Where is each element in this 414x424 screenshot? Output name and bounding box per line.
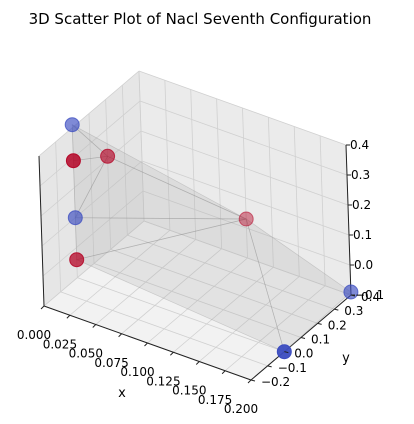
x-tick-label: 0.175 [198, 393, 232, 407]
x-tick-label: 0.200 [224, 402, 258, 416]
y-tick-label: 0.0 [294, 347, 313, 361]
y-tick-label: 0.2 [328, 318, 347, 332]
gridline [139, 100, 348, 176]
y-axis-label: y [342, 351, 350, 366]
gridline [216, 98, 223, 249]
x-tick-mark [144, 342, 148, 347]
gridline [190, 89, 197, 240]
gridline [143, 220, 352, 296]
gridline [142, 190, 351, 266]
gridline [319, 135, 326, 286]
x-tick-mark [118, 333, 122, 338]
y-tick-label: −0.2 [261, 375, 290, 389]
gridline [77, 277, 285, 353]
x-tick-mark [92, 324, 97, 328]
gridline [141, 160, 350, 236]
gridline [60, 291, 268, 367]
chart-title: 3D Scatter Plot of Nacl Seventh Configur… [29, 10, 372, 28]
z-tick-label: 0.2 [352, 198, 371, 212]
z-tick-label: 0.0 [354, 258, 373, 272]
x-tick-mark [66, 314, 71, 319]
z-tick-label: 0.1 [353, 228, 372, 242]
z-tick-label: 0.3 [351, 168, 370, 182]
x-tick-mark [195, 361, 200, 365]
gridline [138, 70, 347, 146]
gridline [40, 130, 142, 217]
gridline [267, 117, 274, 268]
gridline [55, 141, 62, 292]
data-points [64, 117, 359, 360]
x-tick-mark [221, 370, 226, 375]
data-point [276, 344, 292, 360]
gridline [127, 234, 335, 310]
x-tick-label: 0.125 [146, 374, 180, 388]
gridline [42, 190, 144, 277]
x-tick-mark [170, 351, 174, 356]
surface-facet [75, 218, 285, 353]
x-tick-mark [247, 379, 252, 384]
gridline [138, 70, 145, 222]
gridline [242, 107, 248, 259]
y-tick-label: 0.1 [311, 333, 330, 347]
x-tick-label: 0.100 [120, 365, 154, 379]
surface-facet [74, 217, 247, 261]
x-tick-label: 0.075 [94, 356, 128, 370]
z-tick-label: −0.1 [355, 288, 384, 302]
gridline [110, 248, 318, 324]
y-tick-label: 0.4 [361, 290, 380, 304]
gridline [293, 126, 300, 277]
surface-facet [74, 155, 247, 220]
x-tick-label: 0.025 [43, 337, 77, 351]
gridline [121, 85, 128, 236]
z-axis-line-left [38, 155, 45, 307]
data-point [65, 153, 81, 169]
y-tick-label: −0.1 [278, 361, 307, 375]
y-tick-mark [284, 351, 289, 354]
data-point [100, 148, 116, 164]
gridline [88, 113, 95, 264]
gridline [140, 130, 349, 206]
surface-facet [73, 155, 109, 220]
gridline [93, 263, 302, 338]
x-axis-label: x [118, 386, 126, 401]
data-point [69, 252, 85, 268]
data-point [67, 210, 83, 226]
y-tick-mark [267, 365, 272, 368]
y-tick-mark [250, 379, 256, 382]
surface-facet [71, 123, 109, 162]
data-point [64, 117, 80, 133]
x-tick-label: 0.000 [17, 328, 51, 342]
y-tick-mark [317, 322, 322, 325]
gridline [38, 70, 140, 157]
y-tick-label: 0.3 [344, 304, 363, 318]
z-tick-label: 0.4 [350, 138, 369, 152]
gridline [43, 220, 145, 307]
z-axis-line-right [345, 144, 352, 296]
gridline [39, 100, 141, 187]
x-tick-mark [40, 305, 45, 310]
surface-facet [245, 218, 352, 353]
surface-facet [71, 124, 247, 220]
tick-labels: 0.0000.0250.0500.0750.1000.1250.1500.175… [17, 138, 384, 416]
x-tick-label: 0.150 [172, 384, 206, 398]
y-tick-mark [334, 308, 339, 311]
data-point [238, 211, 254, 227]
y-tick-mark [300, 337, 306, 339]
surface-mesh [71, 123, 352, 353]
gridline [105, 99, 112, 250]
gridline [164, 80, 171, 231]
x-tick-label: 0.050 [69, 347, 103, 361]
gridline [41, 160, 143, 247]
